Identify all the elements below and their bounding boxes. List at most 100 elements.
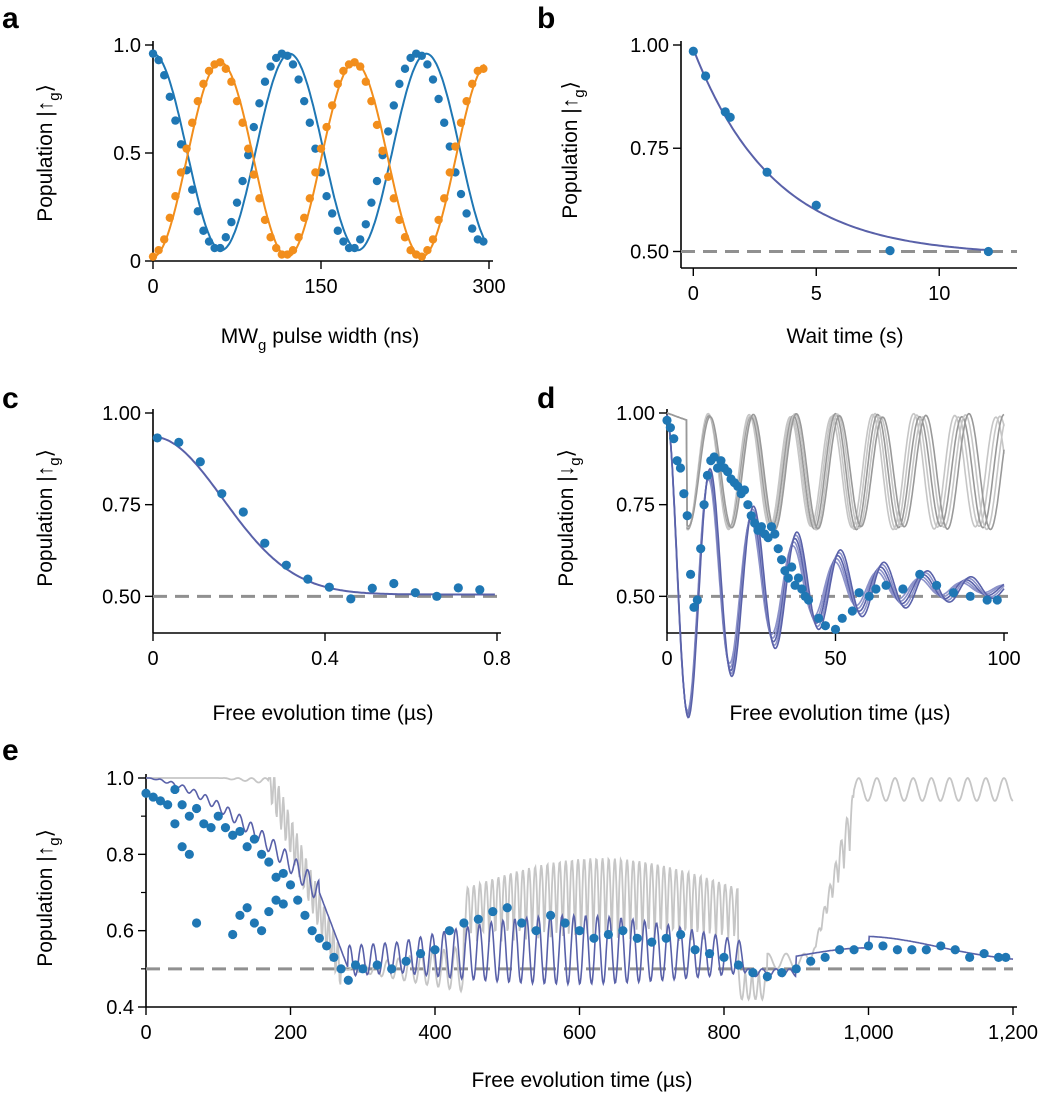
- data-point-a-orange: [294, 233, 303, 242]
- data-point-e: [690, 945, 700, 955]
- data-point-e: [719, 952, 729, 962]
- data-point-a-orange: [182, 144, 191, 153]
- data-point-e: [676, 929, 686, 940]
- data-point-a-orange: [372, 120, 382, 130]
- data-point-a-orange: [238, 118, 247, 127]
- x-tick-label-e: 0: [140, 1022, 151, 1044]
- data-point-a-blue: [428, 75, 438, 84]
- data-point-a-blue: [154, 55, 163, 65]
- x-tick-label-a: 300: [472, 276, 505, 298]
- data-point-e: [213, 811, 223, 821]
- data-point-e: [965, 952, 975, 962]
- y-tick-label-b: 0.50: [630, 241, 669, 263]
- data-point-e: [632, 933, 642, 943]
- x-tick-label-e: 200: [274, 1022, 307, 1044]
- data-point-a-blue: [266, 62, 275, 71]
- y-tick-label-b: 1.00: [630, 35, 669, 57]
- data-point-e: [228, 830, 238, 840]
- data-point-a-blue: [400, 64, 410, 73]
- data-point-d: [692, 595, 702, 605]
- data-point-e: [264, 857, 274, 867]
- data-point-e: [314, 933, 324, 943]
- data-point-a-orange: [176, 168, 186, 177]
- data-point-a-orange: [305, 194, 314, 203]
- data-point-e: [574, 926, 585, 936]
- data-point-a-blue: [389, 101, 398, 110]
- data-point-a-blue: [479, 237, 488, 246]
- data-point-e: [264, 906, 274, 917]
- data-point-b: [700, 71, 711, 81]
- data-point-e: [343, 975, 353, 985]
- grey-reference-line-e: [146, 776, 1014, 1002]
- data-point-b: [725, 112, 735, 122]
- data-point-a-blue: [255, 99, 264, 108]
- data-point-e: [806, 956, 816, 966]
- y-axis-label-a: Population |↑g⟩: [34, 84, 63, 222]
- data-point-e: [603, 929, 614, 940]
- data-point-a-blue: [199, 226, 208, 235]
- data-point-d: [739, 485, 750, 495]
- data-point-e: [206, 823, 216, 833]
- data-point-e: [358, 964, 368, 974]
- data-point-a-orange: [316, 144, 326, 153]
- data-point-d: [696, 544, 706, 554]
- data-point-e: [704, 948, 715, 959]
- data-point-d: [793, 573, 804, 583]
- data-point-a-blue: [434, 94, 443, 104]
- data-point-d: [847, 606, 857, 616]
- data-point-e: [863, 941, 874, 951]
- data-point-a-orange: [468, 79, 477, 89]
- data-point-a-orange: [232, 96, 242, 106]
- x-tick-label-d: 100: [987, 648, 1020, 670]
- panel-letter-c: c: [2, 382, 19, 415]
- data-point-d: [803, 595, 814, 605]
- panel-a-chart: 0 150 300 0 0.5 1.0 MWg pulse width (ns) Popula…: [34, 35, 506, 354]
- data-point-e: [1001, 952, 1011, 962]
- data-point-e: [177, 842, 187, 852]
- data-point-c: [453, 583, 463, 593]
- data-point-d: [750, 518, 760, 528]
- data-point-a-blue: [165, 92, 174, 102]
- data-point-d: [780, 566, 790, 576]
- data-point-d: [685, 569, 696, 579]
- data-point-e: [235, 910, 245, 921]
- data-point-e: [372, 960, 382, 970]
- x-tick-label-e: 400: [418, 1022, 451, 1044]
- data-point-a-blue: [417, 51, 426, 60]
- data-point-e: [184, 811, 194, 821]
- x-axis-label-c: Free evolution time (µs): [212, 702, 433, 725]
- data-point-d: [756, 522, 766, 532]
- data-point-a-blue: [227, 217, 236, 227]
- x-tick-label-e: 600: [563, 1022, 596, 1044]
- data-point-d: [776, 555, 787, 565]
- data-point-d: [797, 584, 807, 594]
- data-point-a-blue: [328, 209, 337, 218]
- data-point-e: [849, 945, 859, 955]
- data-point-d: [699, 500, 709, 510]
- data-point-e: [155, 796, 166, 806]
- data-point-d: [763, 533, 773, 543]
- data-point-e: [993, 952, 1004, 962]
- data-point-d: [723, 467, 733, 477]
- x-axis-label-d: Free evolution time (µs): [729, 702, 950, 725]
- fit-line-b: [692, 48, 989, 252]
- panel-letter-a: a: [2, 2, 19, 35]
- data-point-e: [979, 948, 989, 959]
- data-point-e: [733, 960, 744, 970]
- data-point-a-blue: [160, 71, 169, 80]
- data-point-a-orange: [400, 233, 410, 242]
- x-axis-label-a: MWg pulse width (ns): [221, 325, 420, 354]
- x-tick-label-b: 0: [688, 283, 699, 305]
- data-point-a-orange: [384, 172, 393, 181]
- data-point-e: [242, 842, 252, 852]
- data-point-d: [830, 624, 841, 634]
- data-point-a-orange: [193, 96, 202, 106]
- data-point-b: [885, 246, 895, 256]
- data-point-d: [898, 584, 908, 594]
- x-tick-label-c: 0: [147, 648, 158, 670]
- data-point-c: [238, 507, 248, 517]
- data-point-e: [560, 918, 570, 928]
- data-point-e: [257, 849, 267, 859]
- data-point-a-blue: [456, 189, 466, 199]
